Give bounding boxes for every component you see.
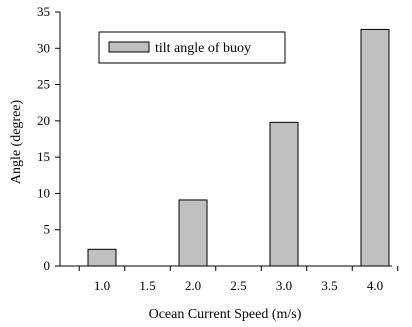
y-tick-label-10: 10 bbox=[37, 185, 50, 200]
y-ticks-group: 0 5 10 15 20 25 30 35 bbox=[37, 4, 60, 273]
y-tick-label-35: 35 bbox=[37, 4, 50, 19]
y-tick-label-20: 20 bbox=[37, 113, 50, 128]
x-tick-label-3.0: 3.0 bbox=[276, 278, 292, 293]
legend-label: tilt angle of buoy bbox=[155, 41, 251, 56]
bar-4.0 bbox=[360, 28, 390, 267]
x-ticks-group: 1.0 1.5 2.0 2.5 3.0 3.5 4.0 bbox=[78, 266, 399, 293]
axes-group bbox=[59, 12, 392, 267]
y-axis-title: Angle (degree) bbox=[9, 99, 24, 184]
y-tick-label-15: 15 bbox=[37, 149, 50, 164]
y-tick-label-30: 30 bbox=[37, 40, 50, 55]
x-tick-label-4.0: 4.0 bbox=[367, 278, 383, 293]
legend: tilt angle of buoy bbox=[98, 31, 286, 64]
bar-2.0 bbox=[178, 199, 208, 267]
x-tick-label-1.5: 1.5 bbox=[139, 278, 155, 293]
x-axis-title: Ocean Current Speed (m/s) bbox=[149, 307, 302, 322]
x-tick-label-2.5: 2.5 bbox=[230, 278, 246, 293]
y-tick-label-5: 5 bbox=[44, 222, 51, 237]
legend-box bbox=[98, 31, 286, 64]
legend-swatch bbox=[108, 41, 150, 53]
x-tick-label-1.0: 1.0 bbox=[94, 278, 110, 293]
x-tick-label-3.5: 3.5 bbox=[321, 278, 337, 293]
bar-1.0 bbox=[87, 248, 117, 267]
y-tick-label-25: 25 bbox=[37, 77, 50, 92]
y-tick-label-0: 0 bbox=[44, 258, 51, 273]
x-tick-label-2.0: 2.0 bbox=[185, 278, 201, 293]
bars-group bbox=[87, 28, 390, 267]
bar-3.0 bbox=[269, 121, 299, 267]
